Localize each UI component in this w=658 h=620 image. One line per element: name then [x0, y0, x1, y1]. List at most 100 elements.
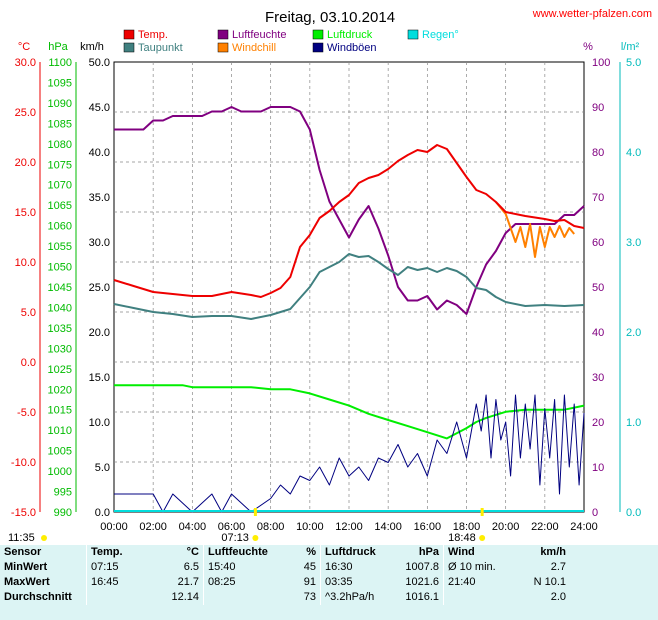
pressure-axis-tick-label: 1005	[48, 446, 72, 458]
stats-header-humidity-unit: %	[306, 546, 316, 558]
rain-axis-tick-label: 2.0	[626, 327, 641, 339]
stats-pressure-time: 16:30	[320, 560, 389, 575]
stats-header-sensor: Sensor	[4, 546, 42, 558]
stats-row-label: MaxWert	[4, 576, 50, 588]
stats-header-temp: Temp.	[86, 545, 145, 560]
pressure-axis-tick-label: 1090	[48, 98, 72, 110]
pressure-axis-tick-label: 995	[54, 487, 72, 499]
temp-axis-tick-label: -5.0	[17, 407, 36, 419]
sun-icon	[41, 535, 47, 541]
legend-label: Taupunkt	[138, 42, 183, 54]
legend-swatch	[312, 42, 324, 53]
stats-table: Sensor Temp. °C Luftfeuchte % Luftdruck …	[0, 545, 570, 605]
wind-axis-tick-label: 0.0	[95, 507, 110, 519]
stats-temp-time	[86, 590, 145, 605]
wind-axis-tick-label: 15.0	[89, 372, 110, 384]
x-tick-label: 00:00	[100, 521, 128, 533]
temp-axis-tick-label: 30.0	[15, 57, 36, 69]
wind-axis-tick-label: 50.0	[89, 57, 110, 69]
pressure-axis-tick-label: 1000	[48, 466, 72, 478]
series-line-luftfeuchte	[114, 106, 585, 315]
weather-chart: Freitag, 03.10.2014 www.wetter-pfalzen.c…	[8, 8, 652, 544]
pressure-axis-tick-label: 1020	[48, 384, 72, 396]
x-tick-label: 10:00	[296, 521, 324, 533]
stats-wind-value: 2.0	[550, 591, 566, 603]
temp-axis-tick-label: -10.0	[11, 457, 36, 469]
series-line-windben	[114, 394, 585, 513]
x-tick-label: 14:00	[374, 521, 402, 533]
legend-swatch	[407, 29, 419, 40]
chart-title: Freitag, 03.10.2014	[265, 9, 395, 26]
x-tick-label: 08:00	[257, 521, 285, 533]
series-line-windchill	[495, 201, 575, 258]
stats-header-pressure-unit: hPa	[418, 546, 439, 558]
temp-axis-tick-label: 0.0	[21, 357, 36, 369]
x-tick-label: 02:00	[139, 521, 167, 533]
x-tick-label: 06:00	[218, 521, 246, 533]
wind-axis-tick-label: 10.0	[89, 417, 110, 429]
stats-pressure-value: 1021.6	[405, 576, 439, 588]
x-tick-label: 04:00	[179, 521, 207, 533]
humidity-axis-tick-label: 20	[592, 417, 604, 429]
legend-swatch	[217, 42, 229, 53]
rain-axis-tick-label: 5.0	[626, 57, 641, 69]
pressure-axis-tick-label: 1055	[48, 241, 72, 253]
pressure-axis-tick-label: 1035	[48, 323, 72, 335]
x-tick-label: 16:00	[414, 521, 442, 533]
x-tick-label: 24:00	[570, 521, 598, 533]
pressure-axis-tick-label: 1085	[48, 118, 72, 130]
legend-swatch	[217, 29, 229, 40]
pressure-axis-tick-label: 1030	[48, 343, 72, 355]
stats-pressure-value: 1007.8	[405, 561, 439, 573]
stats-temp-time: 07:15	[86, 560, 145, 575]
stats-row-average: Durchschnitt 12.14 73 ^3.2hPa/h 1016.1 2…	[0, 590, 570, 605]
legend-swatch	[123, 42, 135, 53]
series-line-taupunkt	[113, 253, 585, 320]
stats-pressure-time: 03:35	[320, 575, 389, 590]
stats-temp-value: 6.5	[183, 561, 199, 573]
x-tick-label: 18:00	[453, 521, 481, 533]
pressure-axis-tick-label: 1015	[48, 405, 72, 417]
sun-markers: 11:35 07:13 18:48	[8, 508, 486, 544]
humidity-axis-tick-label: 60	[592, 237, 604, 249]
sun-marker-label: 11:35	[8, 532, 35, 544]
stats-wind-value: N 10.1	[533, 576, 566, 588]
stats-humidity-value: 91	[303, 576, 316, 588]
stats-pressure-value: 1016.1	[405, 591, 439, 603]
legend-label: Regen°	[422, 29, 459, 41]
pressure-axis-tick-label: 1040	[48, 302, 72, 314]
temp-axis-tick-label: 20.0	[15, 157, 36, 169]
pressure-axis-tick-label: 990	[54, 507, 72, 519]
wind-axis-unit: km/h	[80, 41, 104, 53]
pressure-axis-tick-label: 1095	[48, 77, 72, 89]
sun-marker-label: 18:48	[448, 532, 476, 544]
stats-row-label: MinWert	[4, 561, 48, 573]
pressure-axis-tick-label: 1050	[48, 262, 72, 274]
x-tick-label: 20:00	[492, 521, 520, 533]
wind-axis-tick-label: 40.0	[89, 147, 110, 159]
site-url: www.wetter-pfalzen.com	[532, 8, 652, 20]
humidity-axis-tick-label: 100	[592, 57, 610, 69]
pressure-axis-tick-label: 1070	[48, 180, 72, 192]
legend-swatch	[123, 29, 135, 40]
wind-axis-tick-label: 20.0	[89, 327, 110, 339]
wind-axis-tick-label: 35.0	[89, 192, 110, 204]
rain-axis-tick-label: 1.0	[626, 417, 641, 429]
left-axes: °C 30.0 25.0 20.0 15.0 10.0 5.0 0.0 -5.0 -10.0 -15…	[11, 41, 110, 519]
temp-axis-unit: °C	[18, 41, 30, 53]
sun-marker-label: 07:13	[221, 532, 249, 544]
temp-axis-tick-label: 10.0	[15, 257, 36, 269]
stats-pressure-time: ^3.2hPa/h	[320, 590, 389, 605]
stats-wind-time	[443, 590, 512, 605]
x-tick-label: 12:00	[335, 521, 363, 533]
stats-header-pressure: Luftdruck	[320, 545, 389, 560]
stats-row-min: MinWert 07:15 6.5 15:40 45 16:30 1007.8 …	[0, 560, 570, 575]
pressure-axis-tick-label: 1010	[48, 425, 72, 437]
stats-header-wind: Wind	[443, 545, 512, 560]
rain-axis-unit: l/m²	[621, 41, 640, 53]
rain-axis-tick-label: 0.0	[626, 507, 641, 519]
humidity-axis-tick-label: 70	[592, 192, 604, 204]
temp-axis-tick-label: 15.0	[15, 207, 36, 219]
pressure-axis-tick-label: 1065	[48, 200, 72, 212]
stats-wind-time: Ø 10 min.	[443, 560, 512, 575]
